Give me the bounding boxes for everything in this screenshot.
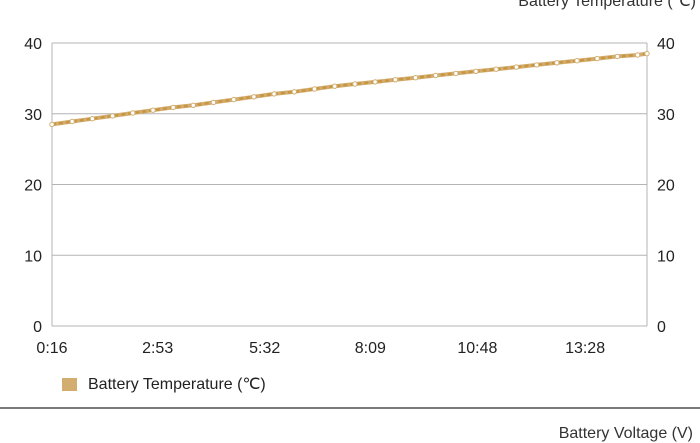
- data-point: [634, 52, 641, 58]
- chart-divider: [0, 407, 700, 409]
- data-point: [332, 83, 338, 89]
- data-point: [644, 50, 650, 57]
- data-point: [49, 121, 55, 128]
- data-point: [231, 96, 237, 103]
- x-tick-label: 5:32: [249, 340, 280, 357]
- data-point: [130, 110, 136, 116]
- y-tick-label-left: 30: [24, 107, 42, 124]
- temperature-chart-title: Battery Temperature (℃): [518, 0, 696, 10]
- grid-layer: [51, 42, 648, 327]
- y-tick-label-left: 40: [24, 36, 42, 53]
- y-tick-label-left: 10: [24, 248, 42, 265]
- y-tick-label-right: 10: [657, 248, 675, 265]
- x-tick-label: 0:16: [36, 340, 67, 357]
- voltage-chart-title: Battery Voltage (V): [558, 425, 693, 442]
- data-point: [89, 116, 96, 122]
- data-point: [251, 94, 257, 100]
- data-point: [594, 55, 600, 62]
- data-point: [352, 81, 358, 87]
- data-point: [150, 107, 156, 113]
- x-tick-label: 2:53: [142, 340, 173, 357]
- x-tick-label: 8:09: [355, 340, 386, 357]
- data-point: [69, 118, 75, 125]
- data-point: [271, 91, 277, 97]
- data-point: [433, 72, 439, 79]
- data-point: [554, 60, 560, 66]
- data-point: [412, 75, 419, 81]
- y-tick-label-right: 30: [657, 107, 675, 124]
- data-point: [170, 104, 176, 111]
- data-point: [210, 99, 217, 106]
- data-point: [493, 66, 499, 72]
- data-point: [533, 62, 540, 68]
- data-point: [513, 64, 520, 70]
- x-tick-label: 13:28: [565, 340, 605, 357]
- y-tick-label-right: 20: [657, 178, 675, 195]
- data-point: [109, 113, 116, 119]
- data-point: [473, 68, 479, 75]
- y-tick-label-right: 0: [657, 319, 666, 336]
- temperature-chart: 0 0 10 10 20 20 30 30 40 40 0:16 2:53 5:32 8:09 10:48 1…: [24, 36, 675, 357]
- x-tick-label: 10:48: [457, 340, 497, 357]
- y-tick-label-right: 40: [657, 36, 675, 53]
- tick-layer: 0 0 10 10 20 20 30 30 40 40 0:16 2:53 5:32 8:09 10:48 1…: [24, 36, 675, 357]
- data-point: [453, 70, 459, 77]
- data-point: [392, 77, 398, 83]
- y-tick-label-left: 0: [33, 319, 42, 336]
- data-point: [574, 58, 580, 64]
- data-point: [311, 86, 318, 92]
- y-tick-label-left: 20: [24, 178, 42, 195]
- legend-label: Battery Temperature (℃): [88, 376, 266, 393]
- chart-legend[interactable]: Battery Temperature (℃): [62, 374, 266, 394]
- series-layer: [49, 50, 650, 128]
- data-point: [291, 89, 297, 95]
- data-point: [190, 102, 197, 109]
- data-point: [372, 79, 378, 85]
- legend-swatch: [62, 377, 77, 391]
- data-point: [614, 53, 621, 60]
